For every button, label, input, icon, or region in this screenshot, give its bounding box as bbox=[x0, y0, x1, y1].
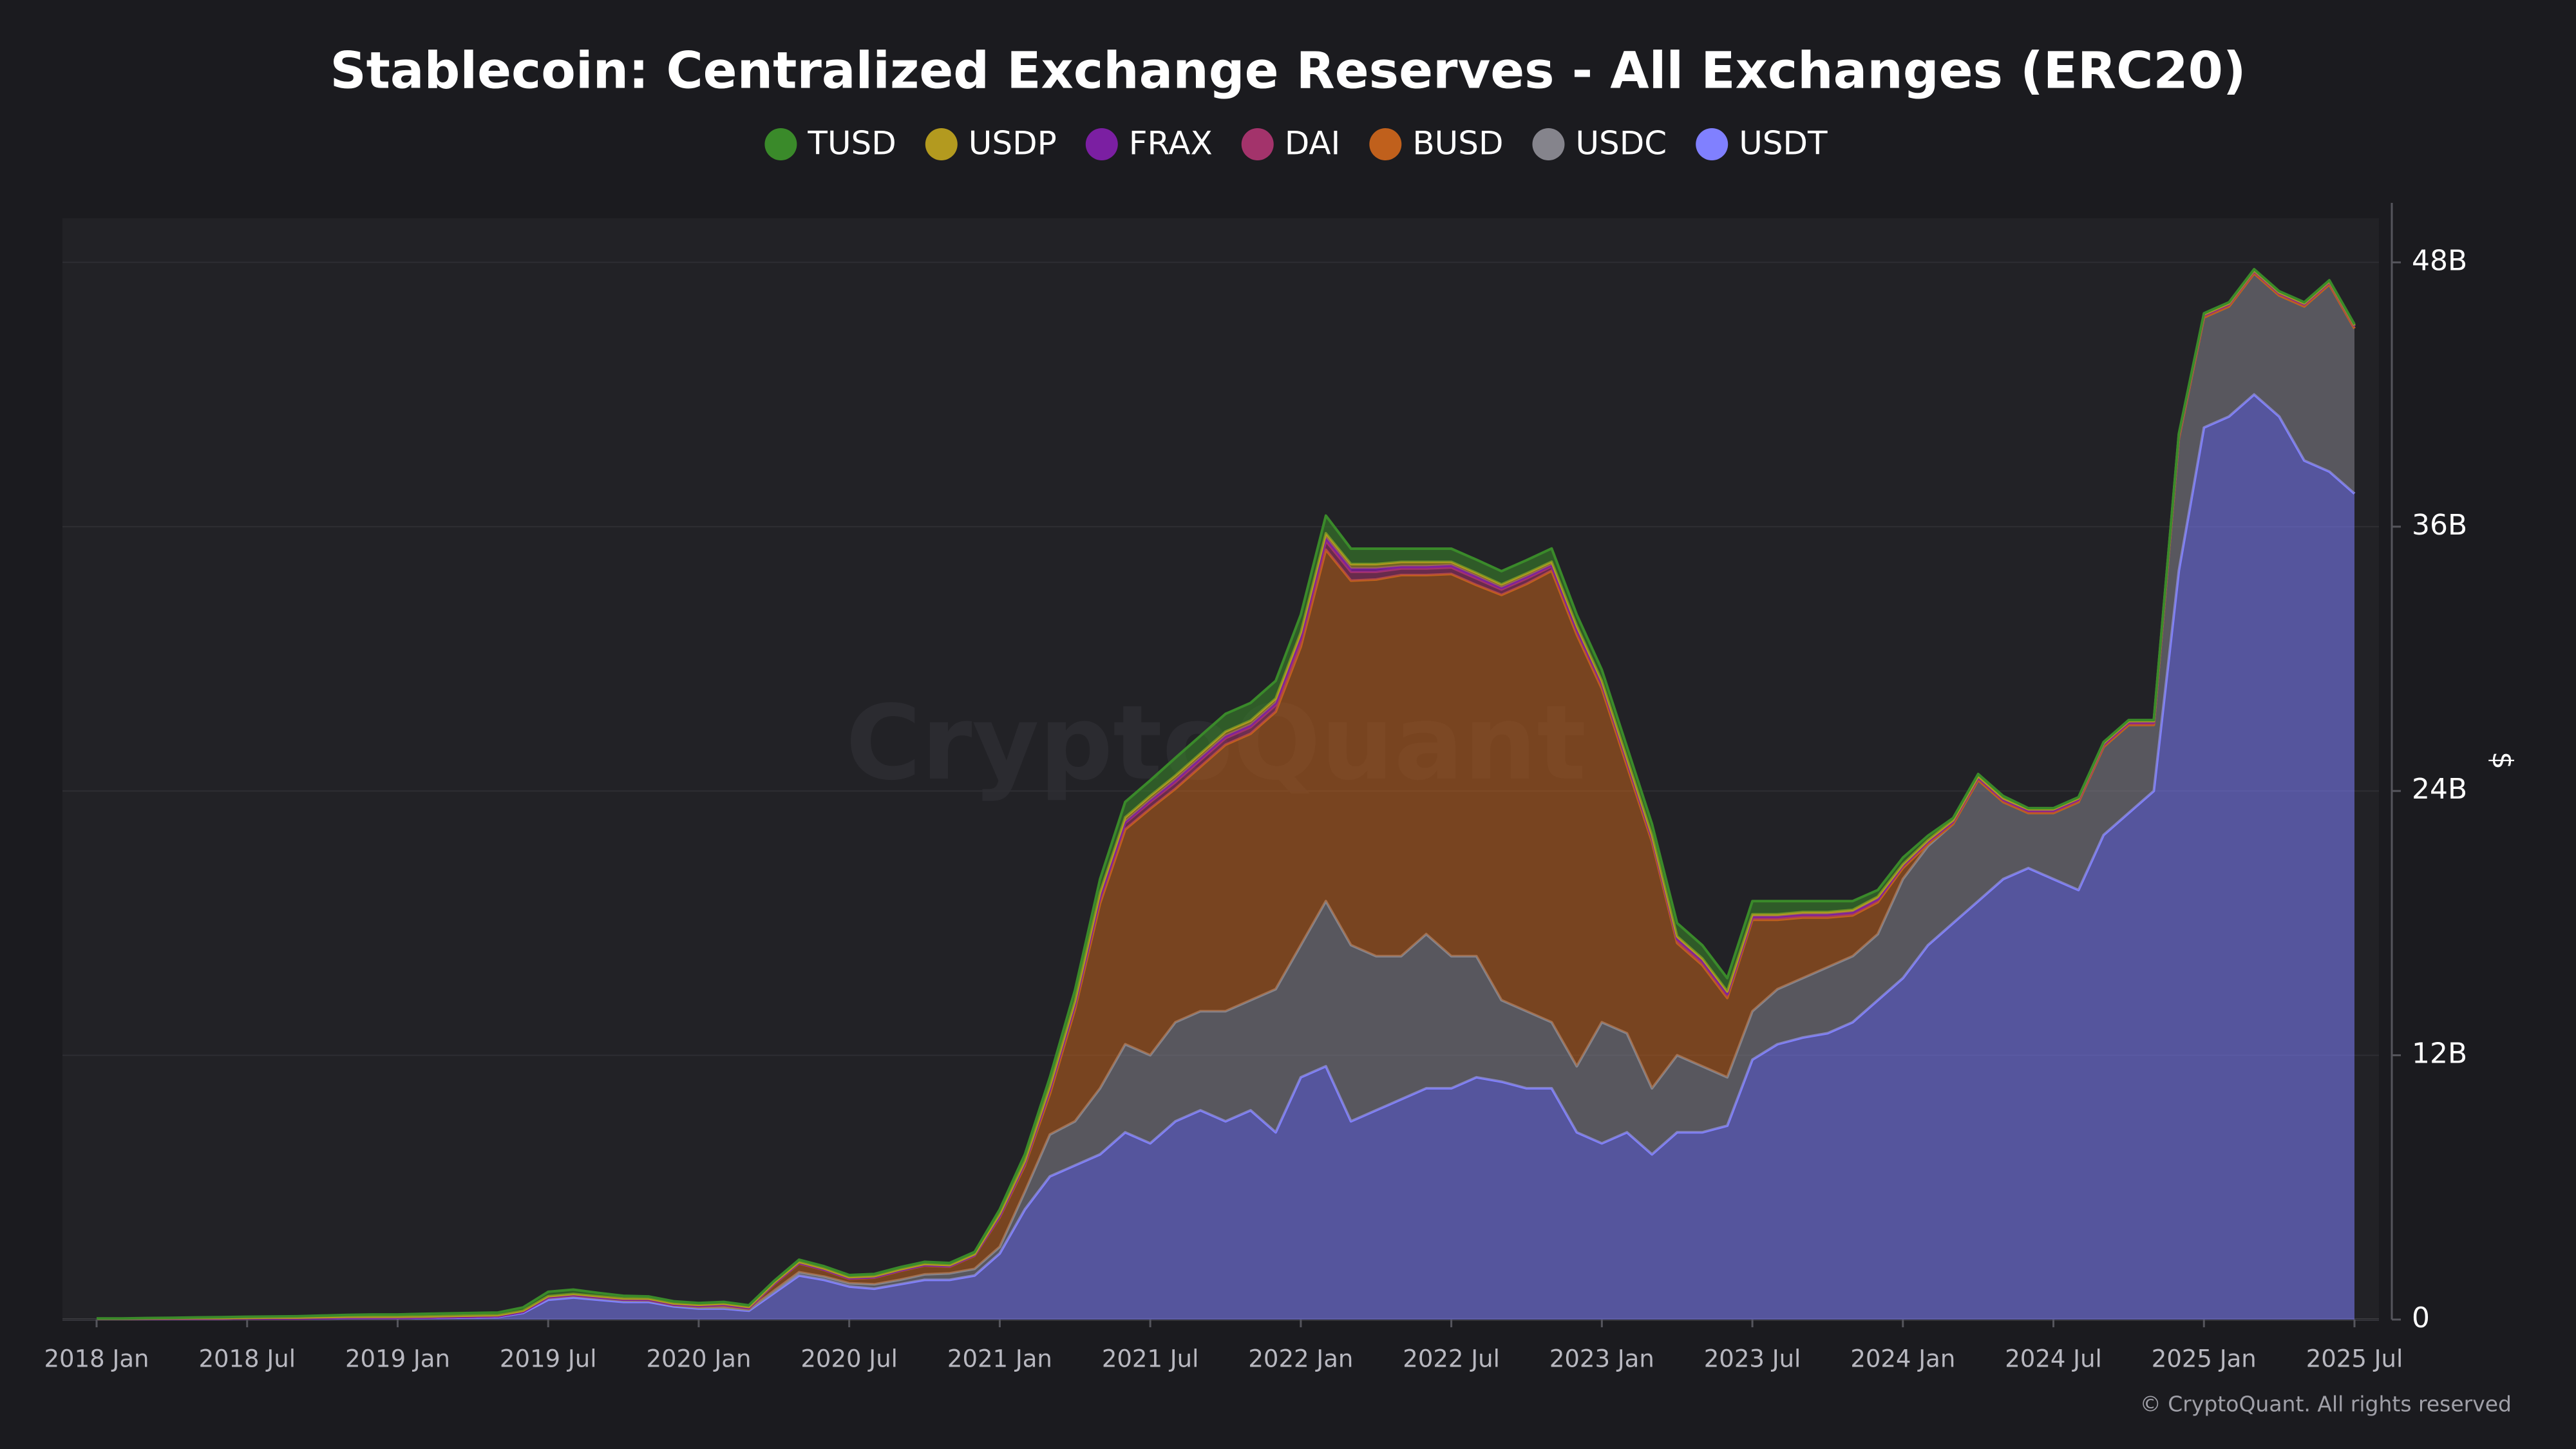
chart-title: Stablecoin: Centralized Exchange Reserve… bbox=[330, 42, 2246, 100]
legend-label: USDP bbox=[969, 125, 1057, 162]
x-tick-label: 2020 Jul bbox=[800, 1345, 898, 1373]
legend-marker bbox=[764, 128, 797, 160]
legend-item: DAI bbox=[1241, 125, 1341, 162]
x-tick-label: 2022 Jul bbox=[1403, 1345, 1500, 1373]
legend: TUSD USDP FRAX DAI BUSD USDC USDT bbox=[764, 125, 1828, 162]
area-fill bbox=[97, 273, 2354, 1319]
legend-label: DAI bbox=[1285, 125, 1341, 162]
legend-item: TUSD bbox=[764, 125, 896, 162]
legend-marker bbox=[1369, 128, 1402, 160]
legend-marker bbox=[1241, 128, 1274, 160]
legend-label: FRAX bbox=[1129, 125, 1213, 162]
legend-label: BUSD bbox=[1412, 125, 1503, 162]
x-tick-label: 2023 Jul bbox=[1704, 1345, 1801, 1373]
legend-marker bbox=[1532, 128, 1565, 160]
legend-item: USDC bbox=[1532, 125, 1667, 162]
areas bbox=[97, 268, 2356, 1320]
legend-marker bbox=[1696, 128, 1728, 160]
y-tick-label: 24B bbox=[2412, 773, 2467, 806]
x-tick-label: 2024 Jul bbox=[2005, 1345, 2102, 1373]
x-tick-label: 2023 Jan bbox=[1549, 1345, 1654, 1373]
y-tick-label: 48B bbox=[2412, 244, 2467, 277]
x-tick-label: 2025 Jan bbox=[2152, 1345, 2257, 1373]
x-tick-label: 2020 Jan bbox=[646, 1345, 751, 1373]
legend-marker bbox=[1085, 128, 1118, 160]
area-fill bbox=[97, 394, 2354, 1320]
legend-marker bbox=[925, 128, 958, 160]
x-tick-label: 2018 Jul bbox=[198, 1345, 296, 1373]
legend-label: USDT bbox=[1739, 125, 1828, 162]
copyright: © CryptoQuant. All rights reserved bbox=[2140, 1392, 2512, 1417]
legend-item: USDP bbox=[925, 125, 1057, 162]
legend-item: BUSD bbox=[1369, 125, 1503, 162]
x-tick-label: 2021 Jan bbox=[947, 1345, 1052, 1373]
legend-label: TUSD bbox=[807, 125, 896, 162]
x-tick-label: 2019 Jul bbox=[500, 1345, 597, 1373]
x-tick-label: 2018 Jan bbox=[44, 1345, 149, 1373]
x-tick-label: 2024 Jan bbox=[1850, 1345, 1955, 1373]
x-tick-label: 2022 Jan bbox=[1248, 1345, 1353, 1373]
y-tick-label: 12B bbox=[2412, 1037, 2467, 1070]
y-axis-label: $ bbox=[2486, 752, 2519, 770]
x-tick-label: 2025 Jul bbox=[2306, 1345, 2403, 1373]
area-fill bbox=[97, 273, 2354, 1319]
x-tick-label: 2021 Jul bbox=[1102, 1345, 1199, 1373]
y-tick-label: 0 bbox=[2412, 1302, 2430, 1334]
legend-label: USDC bbox=[1575, 125, 1667, 162]
x-tick-label: 2019 Jan bbox=[345, 1345, 450, 1373]
legend-item: USDT bbox=[1696, 125, 1828, 162]
legend-item: FRAX bbox=[1085, 125, 1213, 162]
area-line bbox=[97, 268, 2356, 1320]
y-tick-label: 36B bbox=[2412, 509, 2467, 542]
